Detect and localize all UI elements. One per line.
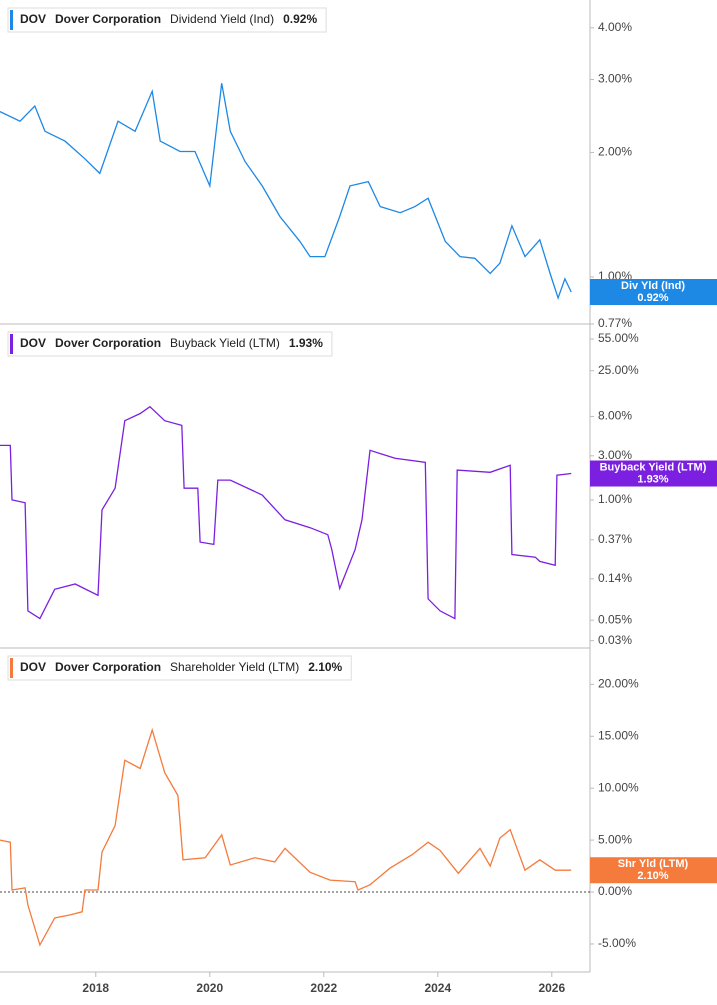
data-line <box>0 727 572 947</box>
badge-value: 0.92% <box>637 292 668 304</box>
badge-label: Div Yld (Ind) <box>621 280 685 292</box>
data-line <box>0 83 572 301</box>
y-tick-label: 0.03% <box>598 633 632 647</box>
y-tick-label: 15.00% <box>598 728 639 742</box>
legend: DOV Dover Corporation Dividend Yield (Ind)… <box>7 7 327 33</box>
current-badge <box>590 460 717 487</box>
x-tick-label: 2022 <box>310 981 337 995</box>
legend-value: 1.93% <box>289 336 323 350</box>
current-badge <box>590 857 717 884</box>
y-tick-label: 8.00% <box>598 409 632 423</box>
y-tick-label: 55.00% <box>598 331 639 345</box>
legend-swatch <box>10 658 13 678</box>
x-tick-label: 2020 <box>196 981 223 995</box>
y-tick-label: 3.00% <box>598 72 632 86</box>
legend: DOV Dover Corporation Buyback Yield (LTM) 1… <box>7 331 333 357</box>
y-tick-label: 20.00% <box>598 677 639 691</box>
current-badge <box>590 279 717 306</box>
legend-value: 0.92% <box>283 12 317 26</box>
legend-company: Dover Corporation <box>55 660 161 674</box>
legend-ticker: DOV <box>20 660 46 674</box>
y-tick-label: 10.00% <box>598 780 639 794</box>
legend-swatch <box>10 334 13 354</box>
legend: DOV Dover Corporation Shareholder Yield (L… <box>7 655 352 681</box>
legend-series: Buyback Yield (LTM) <box>170 336 280 350</box>
legend-series: Dividend Yield (Ind) <box>170 12 274 26</box>
x-tick-label: 2024 <box>424 981 451 995</box>
legend-ticker: DOV <box>20 12 46 26</box>
legend-ticker: DOV <box>20 336 46 350</box>
legend-box <box>7 331 333 357</box>
badge-value: 2.10% <box>637 870 668 882</box>
data-line <box>0 405 572 620</box>
legend-box <box>7 7 327 33</box>
badge-value: 1.93% <box>637 473 668 485</box>
y-tick-label: 5.00% <box>598 832 632 846</box>
y-tick-label: 0.37% <box>598 532 632 546</box>
y-tick-label: 0.00% <box>598 884 632 898</box>
y-tick-label: 4.00% <box>598 20 632 34</box>
y-tick-label: 1.00% <box>598 492 632 506</box>
y-tick-label: 25.00% <box>598 363 639 377</box>
badge-label: Buyback Yield (LTM) <box>600 461 707 473</box>
legend-company: Dover Corporation <box>55 12 161 26</box>
y-tick-label: -5.00% <box>598 936 636 950</box>
badge-label: Shr Yld (LTM) <box>618 858 689 870</box>
y-tick-label: 3.00% <box>598 448 632 462</box>
legend-series: Shareholder Yield (LTM) <box>170 660 299 674</box>
legend-value: 2.10% <box>308 660 342 674</box>
legend-box <box>7 655 352 681</box>
x-tick-label: 2018 <box>82 981 109 995</box>
y-tick-label: 2.00% <box>598 145 632 159</box>
y-tick-label: 0.05% <box>598 612 632 626</box>
x-tick-label: 2026 <box>538 981 565 995</box>
legend-company: Dover Corporation <box>55 336 161 350</box>
legend-swatch <box>10 10 13 30</box>
y-tick-label: 0.14% <box>598 571 632 585</box>
y-tick-label: 0.77% <box>598 316 632 330</box>
